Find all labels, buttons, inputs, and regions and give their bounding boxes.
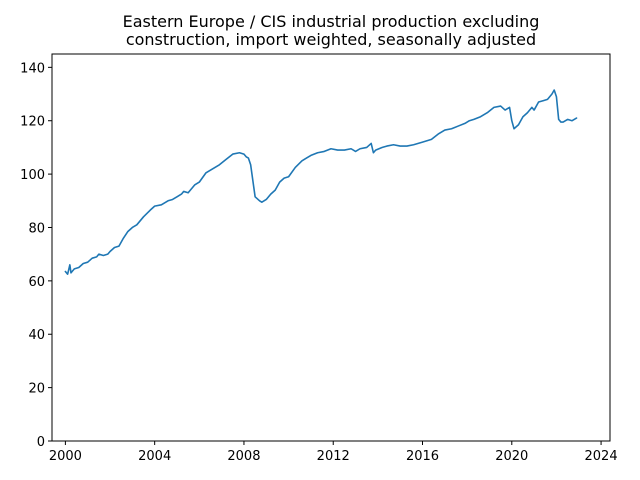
y-tick-label: 20	[28, 382, 45, 397]
y-tick-label: 60	[28, 275, 45, 290]
y-tick-label: 40	[28, 328, 45, 343]
x-tick-label: 2024	[585, 449, 618, 464]
y-tick-label: 80	[28, 221, 45, 236]
x-tick-label: 2000	[49, 449, 82, 464]
x-tick-label: 2016	[406, 449, 439, 464]
y-tick-label: 120	[20, 115, 45, 130]
series-layer	[64, 89, 578, 275]
x-tick-label: 2020	[495, 449, 528, 464]
x-tick-label: 2008	[227, 449, 260, 464]
y-axis: 0 20 40 60 80 100 120 140	[20, 61, 52, 450]
chart-title: Eastern Europe / CIS industrial producti…	[123, 12, 540, 49]
y-tick-label: 0	[37, 435, 45, 450]
chart-title-line-2: construction, import weighted, seasonall…	[126, 30, 536, 49]
x-tick-label: 2004	[138, 449, 171, 464]
x-tick-label: 2012	[317, 449, 350, 464]
chart-title-line-1: Eastern Europe / CIS industrial producti…	[123, 12, 540, 31]
y-tick-label: 140	[20, 61, 45, 76]
series-line-0	[64, 89, 578, 275]
y-tick-label: 100	[20, 168, 45, 183]
plot-frame	[51, 53, 611, 442]
x-axis: 2000 2004 2008 2012 2016 2020 2024	[49, 441, 618, 464]
